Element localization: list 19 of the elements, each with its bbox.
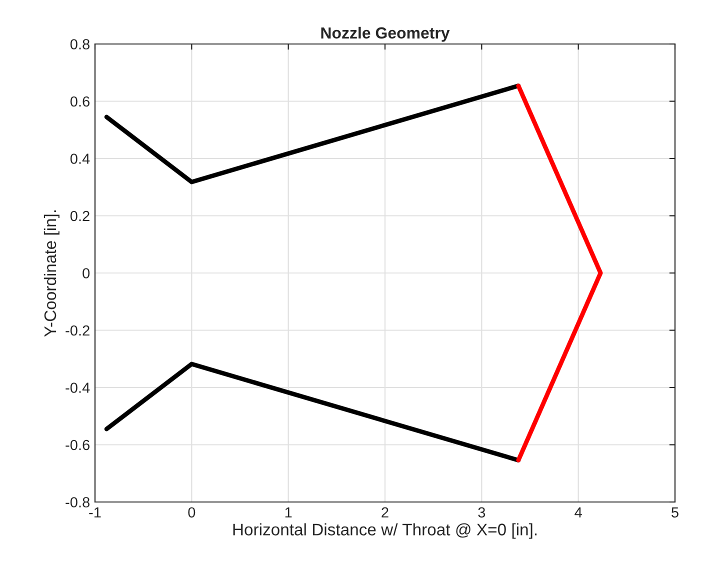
y-axis-title: Y-Coordinate [in]. <box>44 210 60 337</box>
y-tick-label: -0.6 <box>66 440 90 450</box>
x-tick-label: 1 <box>285 507 292 518</box>
y-tick-label: -0.2 <box>66 325 90 336</box>
x-tick-label: 4 <box>574 507 582 518</box>
x-tick-label: 3 <box>478 507 486 518</box>
y-tick-label: -0.8 <box>66 497 90 508</box>
y-tick-label: 0.4 <box>70 154 90 164</box>
chart-title: Nozzle Geometry <box>321 26 450 42</box>
y-tick-label: 0.2 <box>70 210 90 222</box>
x-tick-label: 5 <box>672 507 678 518</box>
y-tick-label: 0 <box>82 268 90 278</box>
x-axis-title: Horizontal Distance w/ Throat @ X=0 [in]. <box>233 523 537 539</box>
y-tick-label: 0.8 <box>70 39 90 50</box>
y-tick-label: 0.6 <box>70 96 90 107</box>
y-tick-label: -0.4 <box>66 382 90 393</box>
x-tick-label: 2 <box>382 507 388 518</box>
x-tick-label: -1 <box>89 507 101 518</box>
x-tick-label: 0 <box>188 507 196 518</box>
